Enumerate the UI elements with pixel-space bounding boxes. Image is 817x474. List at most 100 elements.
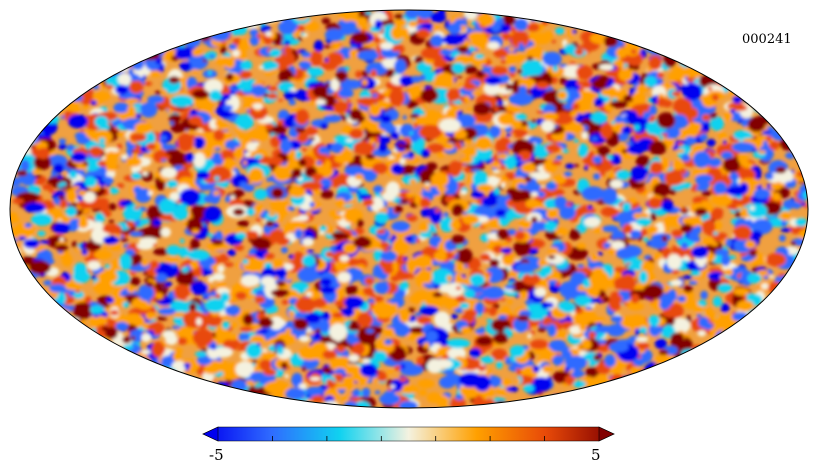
map-blob <box>678 358 685 363</box>
map-blob <box>606 154 613 160</box>
map-blob <box>420 88 439 103</box>
map-blob <box>312 332 322 340</box>
map-blob <box>446 275 453 282</box>
map-blob <box>620 133 630 138</box>
map-blob <box>552 65 559 72</box>
map-blob <box>430 172 449 188</box>
map-blob <box>301 51 312 58</box>
map-blob <box>212 272 225 281</box>
map-blob <box>58 195 65 200</box>
map-blob <box>765 172 774 180</box>
map-blob <box>302 255 316 267</box>
map-blob <box>433 311 451 328</box>
map-blob <box>699 133 708 141</box>
map-blob <box>349 128 364 140</box>
map-blob <box>546 209 558 220</box>
map-blob <box>426 392 441 404</box>
map-blob <box>593 97 605 107</box>
map-blob <box>116 132 126 137</box>
map-blob <box>359 24 367 32</box>
map-blob <box>247 294 257 300</box>
map-blob <box>608 297 622 312</box>
map-blob <box>144 225 165 239</box>
map-blob <box>479 399 498 408</box>
map-blob <box>94 212 105 224</box>
map-blob <box>457 248 473 264</box>
map-blob <box>410 75 422 83</box>
map-blob <box>291 168 303 179</box>
map-blob <box>139 102 158 118</box>
map-blob <box>155 57 163 65</box>
map-blob <box>626 110 639 125</box>
map-blob <box>56 174 64 179</box>
map-blob <box>504 172 516 180</box>
map-blob <box>218 256 230 262</box>
map-blob <box>361 79 368 86</box>
map-blob <box>420 22 434 31</box>
map-blob <box>419 231 432 239</box>
map-blob <box>544 220 558 232</box>
map-blob <box>478 365 486 372</box>
map-blob <box>273 369 284 378</box>
map-blob <box>432 292 443 298</box>
map-blob <box>325 226 335 235</box>
map-blob <box>252 325 262 331</box>
map-blob <box>651 366 659 371</box>
map-blob <box>474 302 485 315</box>
map-blob <box>436 152 445 159</box>
map-blob <box>571 271 587 285</box>
map-blob <box>451 62 465 74</box>
map-blob <box>780 227 792 233</box>
map-blob <box>378 143 388 153</box>
map-blob <box>491 348 508 361</box>
map-blob <box>535 81 550 90</box>
map-blob <box>208 70 212 76</box>
map-blob <box>577 143 589 158</box>
map-blob <box>541 301 550 310</box>
map-blob <box>502 215 507 220</box>
map-blob <box>356 191 362 195</box>
map-blob <box>585 366 600 378</box>
map-blob <box>410 113 419 119</box>
map-blob <box>369 103 381 117</box>
map-blob <box>515 156 522 161</box>
map-blob <box>622 223 634 234</box>
map-blob <box>249 334 266 345</box>
map-blob <box>682 82 702 101</box>
map-blob <box>220 292 230 303</box>
map-blob <box>684 136 697 146</box>
map-blob <box>416 356 425 365</box>
map-blob <box>295 297 316 313</box>
map-blob <box>423 342 430 349</box>
map-blob <box>330 240 337 243</box>
map-blob <box>99 202 110 213</box>
map-blob <box>540 265 553 276</box>
map-blob <box>591 111 608 124</box>
map-blob <box>221 93 231 101</box>
map-blob <box>356 312 373 328</box>
map-blob <box>418 389 428 397</box>
map-blob <box>66 320 73 326</box>
map-blob <box>536 110 544 114</box>
map-blob <box>470 56 488 66</box>
map-blob <box>400 363 406 370</box>
map-blob <box>516 46 526 52</box>
map-blob <box>252 237 272 251</box>
map-blob <box>788 137 796 142</box>
map-blob <box>451 203 464 216</box>
map-blob <box>451 250 458 254</box>
map-blob <box>517 68 523 75</box>
map-blob <box>600 122 613 140</box>
map-blob <box>758 150 766 155</box>
map-blob <box>391 46 400 52</box>
map-blob <box>345 225 351 230</box>
map-blob <box>736 300 754 312</box>
map-blob <box>458 82 463 89</box>
map-blob <box>196 120 204 128</box>
map-blob <box>682 275 693 280</box>
map-blob <box>120 350 125 355</box>
map-blob <box>217 123 229 131</box>
map-blob <box>323 45 331 49</box>
map-blob <box>335 70 348 82</box>
map-blob <box>505 386 519 393</box>
